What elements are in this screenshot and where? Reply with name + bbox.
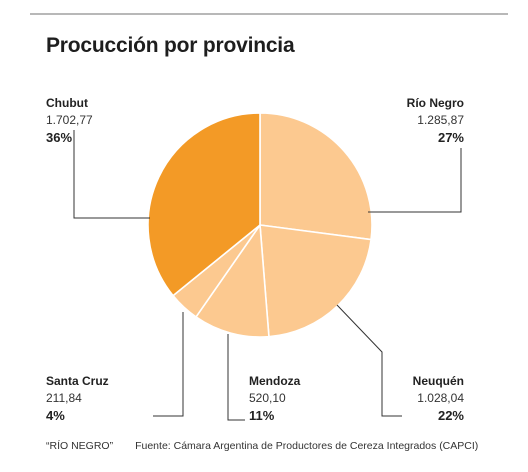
label-mendoza-name: Mendoza — [249, 374, 301, 388]
leader-santa-cruz — [153, 312, 184, 417]
label-santa-cruz-value: 211,84 — [46, 391, 82, 405]
label-neuquen: Neuquén 1.028,04 22% — [364, 373, 464, 424]
label-santa-cruz-name: Santa Cruz — [46, 374, 109, 388]
leader-rio-negro — [368, 148, 462, 213]
slice-mendoza — [195, 224, 270, 338]
chart-title: Procucción por provincia — [46, 34, 295, 57]
label-chubut-name: Chubut — [46, 96, 88, 110]
slice-chubut — [147, 112, 261, 297]
leader-chubut — [73, 130, 150, 219]
footer-credit: “RÍO NEGRO” — [46, 440, 114, 452]
top-rule — [30, 13, 508, 15]
label-mendoza: Mendoza 520,10 11% — [249, 373, 300, 424]
label-chubut-value: 1.702,77 — [46, 113, 93, 127]
footer-source: Fuente: Cámara Argentina de Productores … — [135, 440, 479, 452]
footer: “RÍO NEGRO” Fuente: Cámara Argentina de P… — [46, 440, 478, 452]
label-rio-negro-name: Río Negro — [406, 96, 464, 110]
label-chubut: Chubut 1.702,77 36% — [46, 95, 93, 146]
label-chubut-percent: 36% — [46, 130, 73, 145]
label-mendoza-value: 520,10 — [249, 391, 286, 405]
label-neuquen-percent: 22% — [437, 408, 464, 423]
label-mendoza-percent: 11% — [249, 408, 275, 423]
label-neuquen-name: Neuquén — [412, 374, 464, 388]
label-rio-negro-percent: 27% — [437, 130, 464, 145]
label-santa-cruz: Santa Cruz 211,84 4% — [46, 373, 109, 424]
label-rio-negro: Río Negro 1.285,87 27% — [364, 95, 464, 146]
slice-neuquen — [259, 224, 372, 338]
leader-lines — [73, 130, 462, 421]
leader-neuquen — [336, 304, 402, 417]
leader-mendoza — [227, 334, 245, 421]
slice-rio-negro — [259, 112, 373, 241]
label-rio-negro-value: 1.285,87 — [417, 113, 464, 127]
label-santa-cruz-percent: 4% — [46, 408, 65, 423]
pie-slices — [147, 112, 373, 338]
label-neuquen-value: 1.028,04 — [417, 391, 464, 405]
